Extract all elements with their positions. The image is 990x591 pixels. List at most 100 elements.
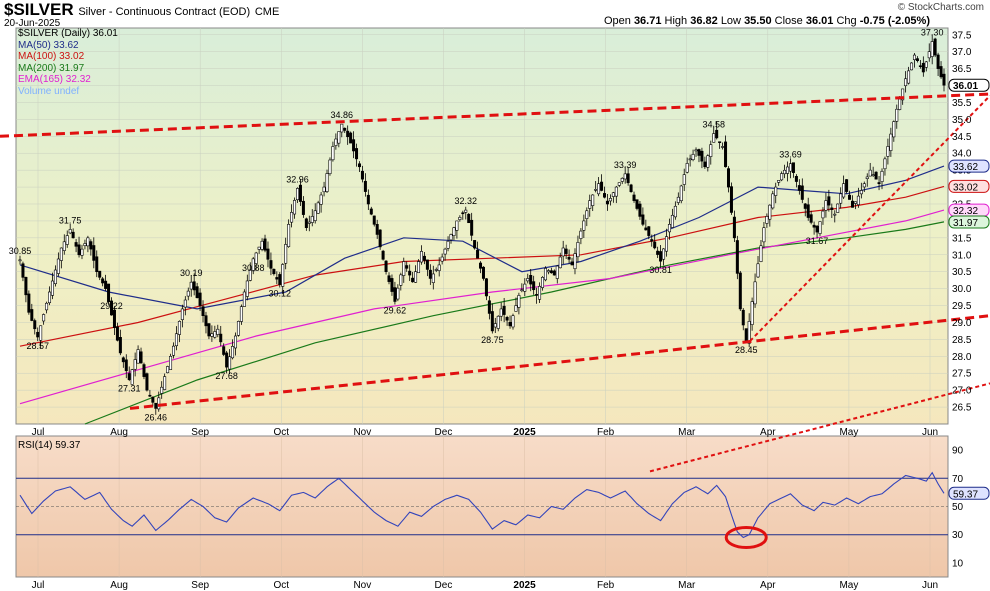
candle-body (133, 359, 137, 370)
candle-body (183, 299, 187, 308)
candle-body (777, 180, 781, 183)
candle-body (467, 213, 471, 224)
candle-body (204, 315, 208, 327)
candle-body (747, 321, 751, 344)
candle-body (414, 271, 418, 283)
candle-body (883, 158, 887, 170)
candle-body (124, 359, 128, 372)
candle-body (703, 161, 707, 168)
candle-body (585, 210, 589, 219)
ohlc-readout: Open 36.71 High 36.82 Low 35.50 Close 36… (604, 15, 930, 27)
x-tick-label: 2025 (513, 580, 536, 591)
candle-body (721, 146, 725, 148)
candle-body (868, 169, 872, 177)
price-tick-label: 34.0 (952, 149, 972, 160)
candle-body (174, 333, 178, 347)
candle-body (526, 278, 530, 282)
close-value: 36.01 (805, 15, 834, 27)
candle-body (809, 214, 813, 223)
axis-value-tag-text: 36.01 (953, 81, 978, 92)
candle-body (284, 244, 288, 264)
candle-body (470, 219, 474, 236)
candle-body (245, 280, 249, 297)
candle-body (783, 169, 787, 175)
candle-body (393, 287, 397, 302)
chg-value: -0.75 (-2.05%) (859, 15, 930, 27)
candle-body (871, 174, 875, 176)
candle-body (508, 321, 512, 327)
candle-body (343, 127, 347, 131)
candle-body (558, 256, 562, 269)
candle-body (24, 276, 28, 296)
candle-body (45, 302, 49, 311)
candle-body (328, 159, 332, 175)
trendline (0, 92, 990, 138)
candle-body (337, 131, 341, 144)
rsi-tick-label: 10 (952, 558, 964, 569)
candle-body (166, 366, 170, 374)
rsi-tick-label: 30 (952, 530, 964, 541)
candle-body (724, 141, 728, 168)
candle-body (263, 238, 267, 251)
candle-body (904, 78, 908, 87)
candle-body (927, 51, 931, 59)
candle-body (842, 183, 846, 198)
price-tick-label: 28.5 (952, 335, 972, 346)
candle-body (431, 273, 435, 283)
candle-body (576, 242, 580, 258)
candle-body (750, 301, 754, 325)
candle-body (505, 317, 509, 321)
candle-body (98, 270, 102, 278)
candle-body (538, 286, 542, 300)
candle-body (662, 248, 666, 260)
x-tick-label: Oct (273, 580, 289, 591)
candle-body (381, 250, 385, 260)
trendline (749, 94, 990, 342)
candle-body (543, 268, 547, 281)
candle-body (600, 181, 604, 191)
price-label: 28.57 (26, 341, 49, 351)
candle-body (620, 177, 624, 182)
candle-body (331, 146, 335, 161)
price-label: 32.96 (286, 174, 309, 184)
candle-body (186, 290, 190, 297)
candle-body (617, 182, 621, 186)
candle-body (127, 373, 131, 380)
candle-body (372, 215, 376, 225)
candle-body (818, 221, 822, 234)
candle-body (529, 275, 533, 285)
price-tick-label: 37.0 (952, 47, 972, 58)
candle-body (647, 226, 651, 236)
price-tick-label: 31.5 (952, 233, 972, 244)
candle-body (118, 337, 122, 354)
axis-value-tag-text: 31.97 (953, 218, 978, 229)
candle-body (591, 194, 595, 206)
price-tick-label: 27.5 (952, 369, 972, 380)
x-tick-label: Feb (597, 580, 615, 591)
candle-body (862, 183, 866, 188)
price-label: 30.85 (9, 246, 32, 256)
close-label: Close (774, 15, 803, 27)
candle-body (839, 193, 843, 204)
candle-body (706, 155, 710, 168)
candle-body (936, 54, 940, 69)
candle-body (266, 248, 270, 260)
candle-body (815, 225, 819, 233)
candle-body (180, 308, 184, 320)
candle-body (307, 221, 311, 224)
candle-body (387, 275, 391, 282)
candle-body (298, 184, 302, 202)
candle-body (564, 248, 568, 254)
candle-body (62, 241, 66, 251)
candle-body (726, 168, 730, 188)
candle-body (163, 376, 167, 390)
candle-body (295, 188, 299, 201)
x-tick-label: May (839, 580, 858, 591)
candle-body (86, 237, 90, 247)
candle-body (573, 253, 577, 270)
candle-body (517, 295, 521, 308)
x-tick-label: Sep (191, 427, 209, 438)
candle-body (691, 154, 695, 160)
candle-body (688, 158, 692, 161)
candle-body (422, 255, 426, 261)
